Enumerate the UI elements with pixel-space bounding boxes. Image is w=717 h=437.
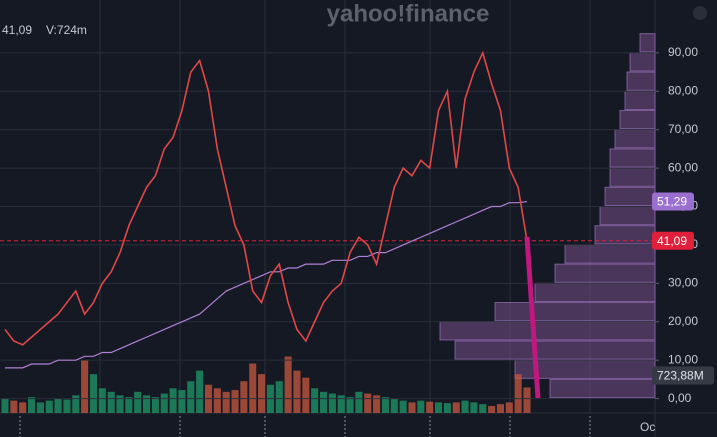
volume-bar	[319, 391, 328, 413]
volume-bar	[81, 360, 89, 413]
volume-profile-bar	[609, 167, 656, 187]
volume-bar	[258, 374, 266, 413]
volume-bar	[10, 400, 18, 413]
volume-bar	[275, 381, 283, 413]
volume-bar	[390, 398, 398, 413]
volume-bar	[36, 402, 44, 413]
volume-bar	[134, 391, 142, 413]
volume-bar	[364, 393, 372, 413]
volume-bar	[373, 395, 381, 413]
volume-bar	[116, 395, 124, 413]
volume-profile-bar	[639, 33, 656, 53]
volume-tag-box	[652, 366, 714, 385]
volume-bar	[249, 363, 257, 413]
watermark: yahoo!finance	[327, 0, 490, 27]
volume-bar	[328, 393, 336, 413]
volume-profile-bar	[439, 321, 656, 341]
volume-bar	[470, 402, 478, 413]
volume-bar	[98, 388, 106, 413]
y-tick-label: 90,00	[668, 45, 698, 59]
volume-bar	[434, 402, 443, 413]
volume-profile-bar	[626, 71, 656, 91]
volume-bar	[514, 374, 522, 413]
volume-bar	[240, 381, 248, 413]
volume-bar	[151, 397, 159, 413]
volume-profile-bar	[604, 186, 656, 207]
volume-profile-bar	[624, 90, 656, 110]
y-tick-label: 60,00	[668, 160, 698, 174]
volume-bar	[187, 381, 195, 413]
y-tick-label: 0,00	[668, 391, 692, 405]
volume-profile-bar	[534, 282, 656, 303]
volume-profile-bar	[549, 378, 656, 399]
volume-bar	[72, 395, 80, 413]
volume-bar	[355, 391, 363, 413]
volume-bar	[63, 399, 71, 413]
y-tick-label: 10,00	[668, 352, 698, 366]
volume-bar	[479, 404, 487, 413]
volume-bar	[523, 387, 531, 413]
volume-profile-bar	[454, 340, 656, 360]
volume-text: V:724m	[46, 23, 87, 37]
volume-profile-bar	[629, 52, 656, 72]
volume-profile-bar	[494, 302, 656, 322]
volume-bar	[311, 388, 319, 413]
volume-bar	[417, 400, 425, 413]
volume-bar	[54, 398, 62, 413]
volume-bar	[337, 395, 345, 413]
volume-bar	[346, 397, 354, 413]
volume-profile-bar	[609, 148, 656, 168]
volume-bar	[45, 400, 53, 413]
y-tick-label: 30,00	[668, 276, 698, 290]
volume-profile-bar	[564, 244, 656, 264]
annotation-stroke	[524, 236, 541, 399]
y-tick-label: 20,00	[668, 314, 698, 328]
price-tag-box	[652, 192, 694, 211]
price-line-series	[4, 50, 528, 346]
volume-profile-bar	[614, 129, 656, 149]
volume-bar	[426, 401, 434, 413]
volume-bar	[452, 402, 460, 413]
x-label: Oc	[640, 420, 655, 434]
volume-bar	[178, 390, 186, 413]
volume-profile-bar	[619, 109, 656, 130]
volume-bar	[222, 391, 230, 413]
volume-bar	[381, 397, 389, 413]
volume-bar	[443, 403, 451, 413]
price-tag-box	[652, 231, 694, 250]
x-ticks	[19, 416, 591, 437]
volume-bar	[461, 400, 469, 413]
volume-bar	[505, 402, 513, 413]
volume-bar	[293, 370, 301, 413]
y-tick-label: 80,00	[668, 83, 698, 97]
volume-bar	[125, 397, 133, 413]
volume-bar	[302, 377, 310, 413]
volume-bar	[1, 398, 9, 413]
volume-bar	[169, 388, 177, 413]
volume-bar	[28, 397, 36, 413]
volume-bar	[496, 404, 504, 413]
volume-bar	[107, 391, 115, 413]
y-tick-label: 70,00	[668, 122, 698, 136]
volume-bar	[19, 402, 27, 413]
volume-bar	[160, 393, 168, 413]
volume-bar	[408, 402, 416, 413]
settings-icon[interactable]	[693, 6, 707, 20]
price-text: 41,09	[2, 23, 32, 37]
volume-bar	[143, 395, 151, 413]
volume-bar	[231, 390, 239, 413]
price-tag-label: 41,09	[657, 234, 687, 248]
volume-bar	[488, 405, 496, 413]
moving-average	[5, 200, 528, 369]
volume-bar	[196, 370, 204, 413]
volume-bar	[213, 388, 221, 413]
volume-profile-bar	[599, 206, 656, 226]
volume-profile-bar	[554, 263, 656, 283]
price-tag-label: 51,29	[657, 195, 687, 209]
volume-bar	[89, 374, 98, 413]
volume-tag-label: 723,88M	[657, 369, 704, 383]
volume-bar	[284, 356, 292, 413]
volume-bar	[399, 400, 407, 413]
